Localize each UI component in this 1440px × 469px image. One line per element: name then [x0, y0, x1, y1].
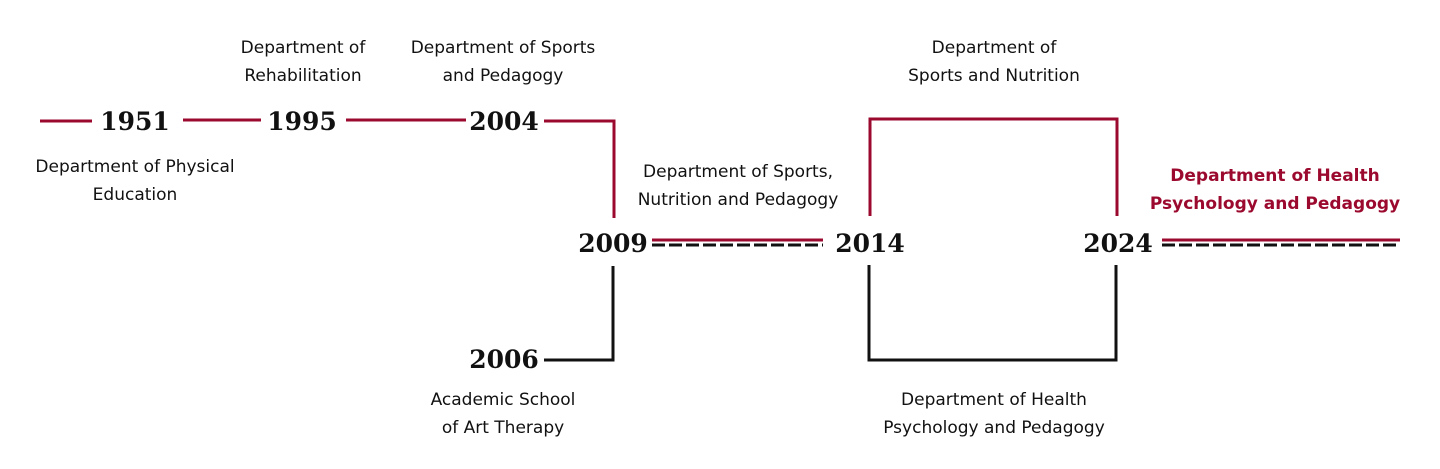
- label-2014-top: Department of Sports and Nutrition: [908, 38, 1080, 86]
- year-2009: 2009: [578, 229, 648, 258]
- year-1995: 1995: [267, 107, 337, 136]
- year-2006: 2006: [469, 345, 539, 374]
- label-2004: Department of Sports and Pedagogy: [411, 38, 596, 86]
- timeline-bracket-top: [868, 117, 1119, 216]
- timeline-bracket-bottom: [867, 265, 1118, 362]
- timeline-segment: [544, 119, 616, 218]
- label-2006: Academic School of Art Therapy: [431, 390, 576, 438]
- label-2009: Department of Sports, Nutrition and Pedag…: [638, 162, 839, 210]
- year-2004: 2004: [469, 107, 539, 136]
- label-1951: Department of Physical Education: [35, 157, 234, 205]
- timeline-segment-black: [544, 266, 615, 362]
- label-1995: Department of Rehabilitation: [241, 38, 367, 86]
- label-current-department: Department of Health Psychology and Pedag…: [1150, 166, 1400, 214]
- year-2024: 2024: [1083, 229, 1153, 258]
- label-2014-bottom: Department of Health Psychology and Pedag…: [883, 390, 1105, 438]
- year-1951: 1951: [100, 107, 170, 136]
- year-2014: 2014: [835, 229, 905, 258]
